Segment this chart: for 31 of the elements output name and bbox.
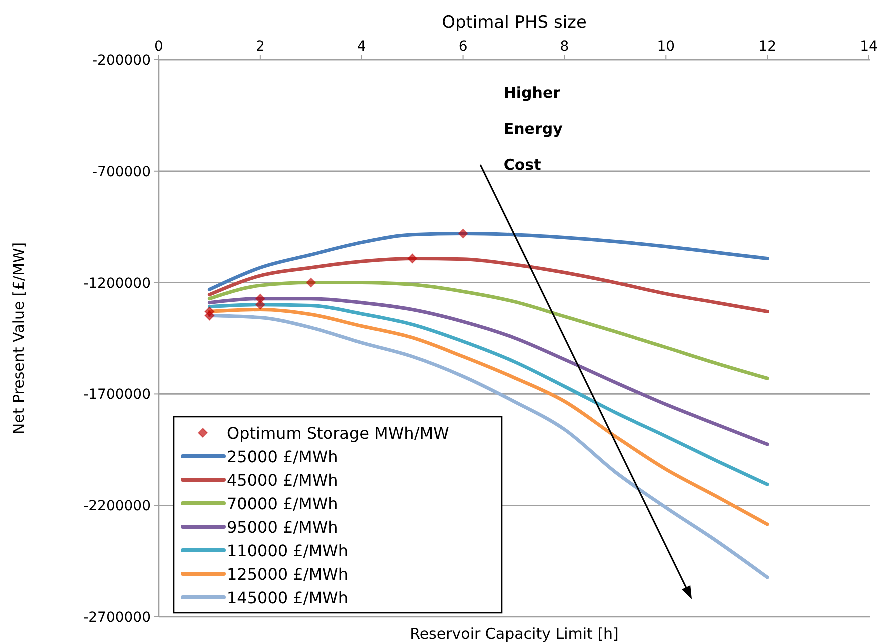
point xyxy=(255,300,266,310)
chart-title: Optimal PHS size xyxy=(442,13,587,33)
y-tick-label: -2700000 xyxy=(84,610,151,626)
y-tick-label: -1200000 xyxy=(84,276,151,292)
legend-label: 125000 £/MWh xyxy=(227,565,348,584)
legend-label: Optimum Storage MWh/MW xyxy=(227,424,450,443)
point xyxy=(306,278,316,288)
point xyxy=(458,228,468,239)
x-tick-label: 8 xyxy=(560,39,570,55)
text: Higher Energy Cost xyxy=(504,84,563,174)
y-tick-label: -1700000 xyxy=(84,387,151,404)
legend-label: 95000 £/MWh xyxy=(227,518,338,537)
x-tick-label: 12 xyxy=(758,39,776,55)
y-tick-label: -200000 xyxy=(92,53,151,69)
x-tick-label: 2 xyxy=(256,39,265,55)
y-tick-label: -2200000 xyxy=(84,498,151,515)
legend-label: 110000 £/MWh xyxy=(227,542,348,560)
y-tick-label: -700000 xyxy=(92,164,151,180)
legend-label: 45000 £/MWh xyxy=(227,471,338,490)
x-tick-label: 6 xyxy=(458,39,468,55)
x-tick-label: 10 xyxy=(657,39,676,55)
x-axis-title: Reservoir Capacity Limit [h] xyxy=(410,625,619,643)
y-axis-title: Net Present Value [£/MW] xyxy=(10,242,28,435)
legend-label: 70000 £/MWh xyxy=(227,494,338,514)
legend-label: 25000 £/MWh xyxy=(227,448,338,466)
x-tick-label: 4 xyxy=(357,39,366,55)
x-tick-label: 14 xyxy=(860,39,878,55)
x-tick-label: 0 xyxy=(154,39,164,55)
point xyxy=(408,254,418,264)
point xyxy=(204,310,215,321)
legend-label: 145000 £/MWh xyxy=(227,588,348,608)
